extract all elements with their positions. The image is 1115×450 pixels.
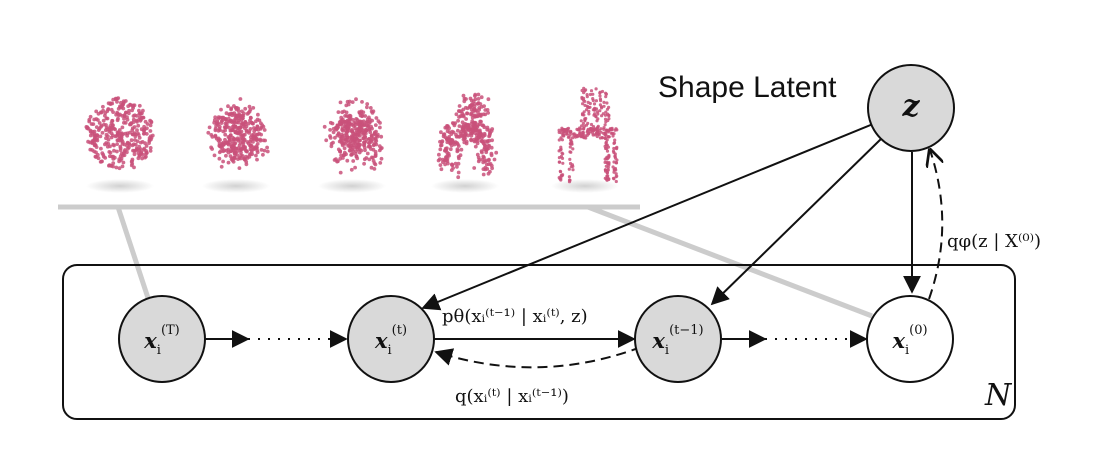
point-cloud-chair (551, 86, 619, 193)
point-cloud-shadow (86, 179, 154, 193)
node-xt-1-sup: (t−1) (669, 323, 704, 338)
point-cloud-sequence (84, 86, 619, 193)
encoder-label: qφ(z | X⁽⁰⁾) (947, 231, 1041, 252)
node-xt-sub: i (387, 343, 391, 358)
node-z: z (867, 64, 955, 152)
node-x0-base: x (891, 328, 905, 353)
node-xt-1-base: x (651, 328, 665, 353)
edge-forward-q (434, 346, 642, 369)
edge-z-xt1 (710, 136, 884, 306)
node-xT-sub: i (157, 343, 161, 358)
node-xt-1: xi(t−1) (634, 295, 722, 383)
node-x0-sup: (0) (909, 323, 927, 338)
plate-label: N (984, 378, 1013, 413)
connector-line-x0 (587, 204, 873, 319)
node-x0-sub: i (905, 343, 909, 358)
point-cloud-shadow (431, 179, 499, 193)
point-cloud-shadow (202, 179, 270, 193)
svg-text:xi(T): xi(T) (143, 323, 180, 358)
node-xt: xi(t) (347, 295, 435, 383)
point-cloud-noise (84, 96, 155, 193)
point-cloud-shadow (551, 179, 619, 193)
shape-latent-title: Shape Latent (658, 71, 837, 104)
point-cloud-partial (318, 97, 386, 193)
plate (62, 264, 1016, 420)
svg-text:xi(t): xi(t) (374, 323, 407, 358)
point-cloud-refined (431, 92, 499, 193)
edge-z-xt (421, 123, 874, 311)
node-z-label: z (901, 89, 920, 124)
reverse-process-label: pθ(xᵢ⁽ᵗ⁻¹⁾ | xᵢ⁽ᵗ⁾, z) (442, 306, 588, 327)
node-xt-base: x (374, 328, 388, 353)
node-xt-sup: (t) (392, 323, 407, 338)
point-cloud-shadow (318, 179, 386, 193)
point-cloud-coarse (202, 97, 270, 193)
node-xt-1-sub: i (665, 343, 669, 358)
forward-process-label: q(xᵢ⁽ᵗ⁾ | xᵢ⁽ᵗ⁻¹⁾) (455, 386, 569, 407)
node-x0: xi(0) (866, 295, 954, 383)
node-xT-sup: (T) (161, 323, 180, 338)
node-xT-base: x (143, 328, 157, 353)
svg-text:xi(0): xi(0) (891, 323, 927, 358)
svg-text:xi(t−1): xi(t−1) (651, 323, 703, 358)
edge-encoder-q (929, 150, 942, 300)
node-xT: xi(T) (118, 295, 206, 383)
connector-line-xT (115, 206, 151, 299)
